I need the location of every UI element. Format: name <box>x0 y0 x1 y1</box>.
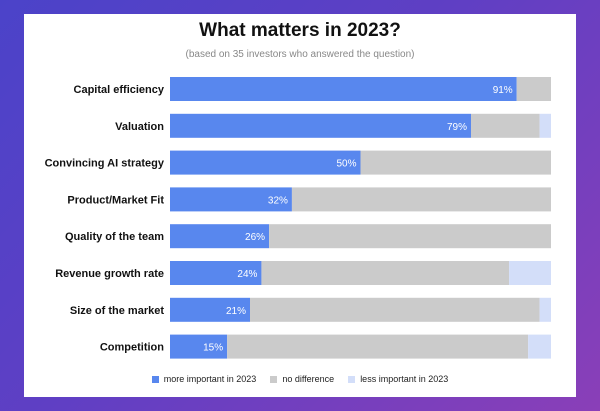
bar-segment <box>170 261 262 285</box>
bar-segment <box>509 261 551 285</box>
category-label: Quality of the team <box>65 231 164 243</box>
bar-chart: Capital efficiency 91% Valuation 79% Convinc… <box>45 77 551 359</box>
category-label: Capital efficiency <box>74 84 165 96</box>
data-label: 24% <box>237 269 257 280</box>
bar-segment <box>170 150 361 175</box>
bar-segment <box>539 297 551 322</box>
chart-legend: more important in 2023 no difference less … <box>24 374 576 384</box>
bar-segment <box>539 113 551 138</box>
legend-item: more important in 2023 <box>151 374 257 384</box>
chart-card: What matters in 2023? (based on 35 inves… <box>24 14 576 397</box>
bar-segment <box>470 113 540 138</box>
legend-swatch <box>348 375 356 383</box>
bar-segment <box>516 77 551 101</box>
bar-segment <box>528 334 551 359</box>
category-label: Competition <box>100 342 164 354</box>
legend-item: less important in 2023 <box>348 374 448 384</box>
bar-segment <box>261 261 510 285</box>
category-label: Convincing AI strategy <box>45 158 165 170</box>
data-label: 26% <box>245 232 265 243</box>
bar-segment <box>360 150 551 175</box>
chart-subtitle: (based on 35 investors who answered the … <box>185 49 415 60</box>
data-label: 50% <box>336 159 356 170</box>
bar-segment <box>170 187 292 212</box>
legend-item: no difference <box>270 374 334 384</box>
legend-label: no difference <box>282 374 335 384</box>
chart-title: What matters in 2023? <box>199 20 401 41</box>
data-label: 79% <box>447 122 467 133</box>
legend-label: more important in 2023 <box>163 374 257 384</box>
bar-segment <box>250 297 540 322</box>
data-label: 32% <box>268 195 288 206</box>
bar-segment <box>170 224 270 249</box>
bar-segment <box>170 334 228 359</box>
legend-swatch <box>151 375 159 383</box>
bar-segment <box>170 113 471 138</box>
bar-segment <box>269 224 551 249</box>
category-label: Valuation <box>115 121 164 133</box>
legend-swatch <box>270 375 278 383</box>
category-label: Product/Market Fit <box>67 194 164 206</box>
data-label: 91% <box>493 85 513 96</box>
bar-segment <box>170 77 517 101</box>
category-label: Size of the market <box>70 305 164 317</box>
category-label: Revenue growth rate <box>55 268 164 280</box>
data-label: 21% <box>226 306 246 317</box>
data-label: 15% <box>203 343 223 354</box>
legend-label: less important in 2023 <box>360 374 449 384</box>
bar-segment <box>170 297 251 322</box>
bar-segment <box>291 187 551 212</box>
bar-segment <box>227 334 529 359</box>
